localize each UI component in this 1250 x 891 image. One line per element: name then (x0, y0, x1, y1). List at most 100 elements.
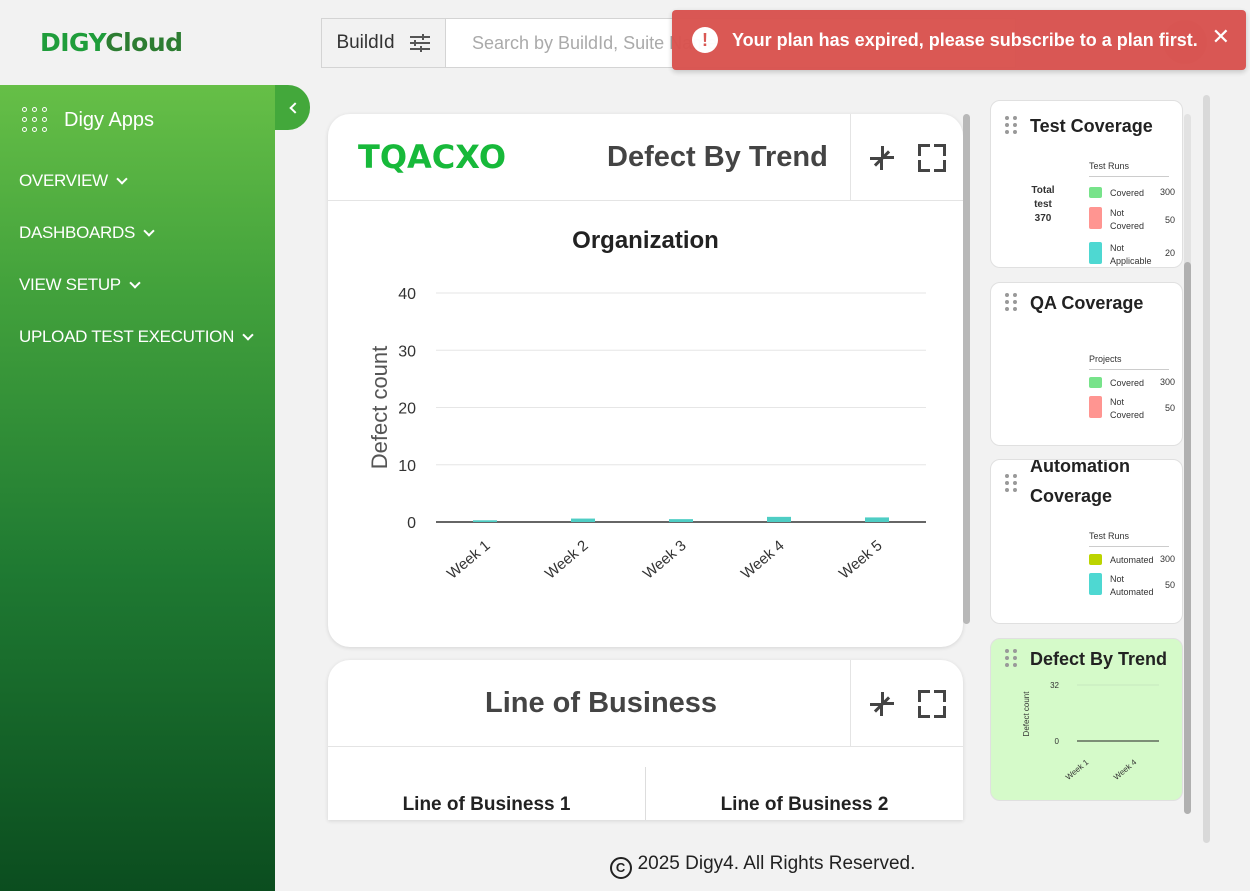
mini-ylabel: Defect count (1022, 691, 1031, 737)
card-title: Line of Business (485, 686, 718, 719)
legend-swatch (1089, 187, 1102, 198)
right-panel-scrollbar-track[interactable] (1184, 114, 1191, 814)
x-tick-label: Week 2 (542, 537, 592, 583)
chevron-down-icon (242, 329, 254, 341)
line-of-business-card: Line of Business Line of Business 1 Line… (328, 660, 963, 820)
page-scrollbar[interactable] (1203, 95, 1210, 843)
search-placeholder: Search by BuildId, Suite Name (472, 32, 718, 53)
apps-grid-icon (22, 107, 48, 133)
digy-apps-button[interactable]: Digy Apps (0, 85, 275, 155)
y-axis-label: Defect count (367, 346, 392, 470)
y-tick-label: 20 (398, 401, 416, 418)
legend-swatch (1089, 396, 1102, 418)
expand-icon[interactable] (918, 689, 946, 718)
total-tests-label: Total test 370 (1031, 185, 1055, 224)
bar-2 (571, 518, 595, 522)
y-tick-label: 40 (398, 286, 416, 303)
y-tick-label: 30 (398, 343, 416, 360)
legend-item: Covered 300 (1089, 377, 1175, 390)
legend-swatch (1089, 377, 1102, 388)
buildid-filter-button[interactable]: BuildId (321, 18, 446, 68)
legend-item: Covered 300 (1089, 187, 1175, 200)
lob-columns: Line of Business 1 Line of Business 2 (328, 747, 963, 820)
brand-logo[interactable]: DIGYCloud (40, 28, 183, 57)
right-panel-scrollbar-thumb[interactable] (1184, 262, 1191, 814)
bar-1 (473, 520, 497, 522)
minimize-icon[interactable] (868, 144, 896, 172)
y-tick-label: 10 (398, 458, 416, 475)
plan-expired-toast: ! Your plan has expired, please subscrib… (672, 10, 1246, 70)
legend-title: Projects (1089, 354, 1169, 370)
x-tick-label: Week 4 (738, 537, 788, 583)
x-tick-label: Week 5 (836, 537, 886, 583)
automation-coverage-widget[interactable]: Automation Coverage Test Runs Automated … (990, 459, 1183, 624)
drag-handle-icon[interactable] (1005, 116, 1017, 134)
mini-ytick-top: 32 (1050, 681, 1059, 690)
qa-coverage-widget[interactable]: QA Coverage Projects Covered 300 Not Cov… (990, 282, 1183, 446)
buildid-label: BuildId (336, 32, 395, 53)
footer-text: 2025 Digy4. All Rights Reserved. (637, 853, 916, 874)
widget-title: Defect By Trend (1030, 649, 1168, 669)
card-tools (850, 114, 963, 201)
sidebar: Digy Apps OVERVIEW DASHBOARDS VIEW SETUP… (0, 85, 275, 891)
brand-logo-area: DIGYCloud (0, 0, 275, 85)
sidebar-collapse-button[interactable] (275, 85, 310, 130)
main-scrollbar[interactable] (963, 114, 970, 624)
drag-handle-icon[interactable] (1005, 293, 1017, 311)
chevron-down-icon (143, 225, 155, 237)
bar-4 (767, 516, 791, 522)
copyright-icon: C (609, 857, 632, 879)
sidebar-item-overview[interactable]: OVERVIEW (0, 155, 275, 207)
card-header: Line of Business (328, 660, 963, 747)
card-title: Defect By Trend (607, 140, 828, 173)
footer: C 2025 Digy4. All Rights Reserved. (275, 853, 1250, 879)
drag-handle-icon[interactable] (1005, 474, 1017, 492)
legend-item: Not Covered 50 (1089, 396, 1175, 422)
sidebar-item-view-setup[interactable]: VIEW SETUP (0, 259, 275, 311)
widget-title: QA Coverage (1030, 293, 1144, 313)
mini-xtick-1: Week 1 (1064, 757, 1091, 782)
close-icon[interactable]: ✕ (1211, 24, 1230, 49)
legend-item: Not Applicable 20 (1089, 242, 1175, 267)
mini-defect-trend-chart: 32 0 Defect count Week 1 Week 4 (1022, 681, 1159, 782)
legend-swatch (1089, 242, 1102, 264)
legend-item: Not Covered 50 (1089, 207, 1175, 233)
legend-item: Not Automated 50 (1089, 573, 1175, 599)
chart-title: Organization (572, 227, 719, 254)
chevron-down-icon (129, 277, 141, 289)
x-tick-label: Week 1 (444, 537, 494, 583)
sidebar-item-upload-test-execution[interactable]: UPLOAD TEST EXECUTION (0, 311, 275, 363)
mini-ytick-bottom: 0 (1055, 737, 1060, 746)
lob-column-1: Line of Business 1 (328, 767, 646, 820)
chevron-left-icon (288, 101, 301, 114)
defect-trend-chart: 0 10 20 30 40 Defect count Week 1 Week 2 Week 3 W… (367, 286, 926, 583)
lob-column-2: Line of Business 2 (720, 794, 889, 815)
widget-title: Automation Coverage (1030, 459, 1130, 506)
y-tick-label: 0 (407, 515, 416, 532)
bar-3 (669, 519, 693, 522)
sidebar-item-dashboards[interactable]: DASHBOARDS (0, 207, 275, 259)
defect-trend-widget[interactable]: Defect By Trend 32 0 Defect count Week 1… (990, 638, 1183, 801)
x-tick-label: Week 3 (640, 537, 690, 583)
digy-apps-label: Digy Apps (64, 108, 155, 131)
legend-swatch (1089, 573, 1102, 595)
toast-message: Your plan has expired, please subscribe … (732, 29, 1198, 50)
minimize-icon[interactable] (868, 690, 896, 718)
expand-icon[interactable] (918, 143, 946, 172)
legend-swatch (1089, 554, 1102, 565)
legend-item: Automated 300 (1089, 554, 1175, 567)
test-coverage-widget[interactable]: Test Coverage Total test 370 Test Runs C… (990, 100, 1183, 268)
alert-icon: ! (692, 27, 718, 53)
legend-swatch (1089, 207, 1102, 229)
legend-title: Test Runs (1089, 161, 1169, 177)
mini-xtick-2: Week 4 (1112, 757, 1139, 782)
tqacxo-logo: TQACXO (358, 138, 507, 176)
defect-trend-card: TQACXO Defect By Trend Organization 0 10 2… (328, 114, 963, 647)
bar-5 (865, 517, 889, 522)
card-tools (850, 660, 963, 747)
card-header: TQACXO Defect By Trend (328, 114, 963, 201)
chevron-down-icon (116, 173, 128, 185)
legend-title: Test Runs (1089, 531, 1169, 547)
drag-handle-icon[interactable] (1005, 649, 1017, 667)
widget-title: Test Coverage (1030, 116, 1153, 136)
